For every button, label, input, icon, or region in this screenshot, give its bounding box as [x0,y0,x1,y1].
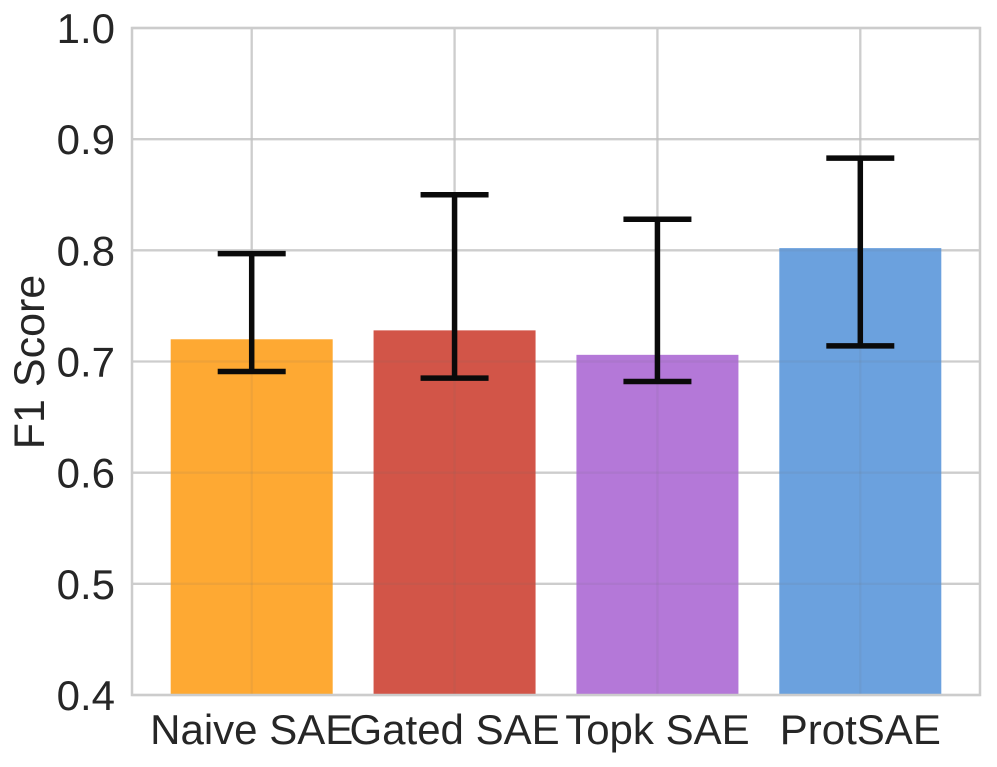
ytick-label-0.8: 0.8 [57,227,115,274]
ytick-label-0.9: 0.9 [57,116,115,163]
ytick-label-0.7: 0.7 [57,339,115,386]
axes-border [130,26,982,697]
xtick-label-gated-sae: Gated SAE [350,706,560,753]
xtick-label-topk-sae: Topk SAE [565,706,749,753]
ytick-label-0.5: 0.5 [57,561,115,608]
xtick-label-naive-sae: Naive SAE [150,706,353,753]
bar-topk-sae [576,354,739,695]
bar-gated-sae [373,330,536,695]
ytick-label-0.6: 0.6 [57,450,115,497]
ytick-label-0.4: 0.4 [57,672,115,719]
y-axis-title: F1 Score [6,274,54,450]
bar-naive-sae [170,339,333,695]
xtick-label-protsae: ProtSAE [780,706,941,753]
ytick-label-1.0: 1.0 [57,5,115,52]
